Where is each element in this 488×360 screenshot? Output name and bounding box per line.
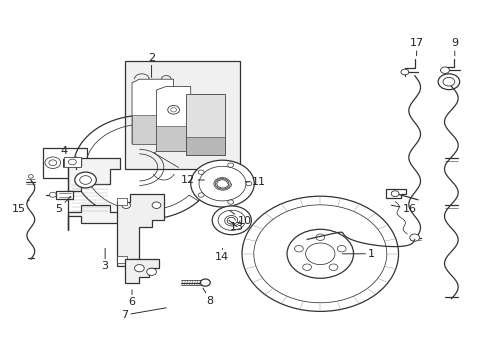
Text: 3: 3 <box>102 248 108 271</box>
Circle shape <box>328 264 337 270</box>
Circle shape <box>400 69 408 75</box>
Circle shape <box>167 105 179 114</box>
Circle shape <box>80 176 91 184</box>
Circle shape <box>49 192 56 197</box>
Text: 2: 2 <box>148 53 155 77</box>
Text: 10: 10 <box>229 211 251 226</box>
Text: 9: 9 <box>450 38 457 56</box>
Circle shape <box>227 163 233 167</box>
Text: 4: 4 <box>60 146 67 167</box>
Circle shape <box>198 193 203 197</box>
Circle shape <box>73 157 79 161</box>
Polygon shape <box>185 94 224 155</box>
Text: 6: 6 <box>128 290 135 307</box>
Text: 5: 5 <box>55 196 71 214</box>
Polygon shape <box>156 126 190 151</box>
Polygon shape <box>117 194 163 266</box>
Text: 12: 12 <box>181 175 204 185</box>
Circle shape <box>68 159 76 165</box>
Text: 7: 7 <box>121 308 166 320</box>
Text: 8: 8 <box>203 288 213 306</box>
Circle shape <box>440 67 448 73</box>
Circle shape <box>294 246 303 252</box>
Polygon shape <box>124 259 159 283</box>
Circle shape <box>45 157 61 168</box>
Circle shape <box>218 210 245 230</box>
Circle shape <box>122 202 130 208</box>
Polygon shape <box>117 198 127 205</box>
Bar <box>43 148 87 178</box>
Circle shape <box>242 196 398 311</box>
Circle shape <box>152 202 161 208</box>
Polygon shape <box>56 191 73 199</box>
Polygon shape <box>63 157 81 167</box>
Text: 15: 15 <box>12 200 29 214</box>
Circle shape <box>227 200 233 204</box>
Polygon shape <box>185 137 224 155</box>
Circle shape <box>442 77 454 86</box>
Circle shape <box>305 243 334 265</box>
Polygon shape <box>386 189 405 198</box>
Circle shape <box>198 170 203 174</box>
Circle shape <box>28 175 33 178</box>
Circle shape <box>302 264 311 270</box>
Circle shape <box>146 268 156 275</box>
Text: 14: 14 <box>214 248 228 262</box>
Circle shape <box>286 229 353 278</box>
Text: 16: 16 <box>390 204 416 214</box>
Circle shape <box>245 181 251 186</box>
Circle shape <box>315 234 324 240</box>
Circle shape <box>437 74 459 90</box>
Polygon shape <box>117 256 127 263</box>
Text: 1: 1 <box>342 249 374 259</box>
Text: 17: 17 <box>409 38 423 56</box>
Circle shape <box>134 265 144 272</box>
Polygon shape <box>68 158 120 191</box>
Circle shape <box>409 234 419 241</box>
Circle shape <box>200 279 210 286</box>
Circle shape <box>212 206 251 235</box>
Bar <box>124 61 239 169</box>
Circle shape <box>49 160 57 166</box>
Text: 11: 11 <box>245 177 265 187</box>
Circle shape <box>337 246 346 252</box>
Circle shape <box>390 191 398 197</box>
Circle shape <box>190 160 254 207</box>
Text: 13: 13 <box>228 220 244 232</box>
Polygon shape <box>132 79 173 144</box>
Circle shape <box>75 172 96 188</box>
Circle shape <box>170 108 176 112</box>
Polygon shape <box>132 115 173 144</box>
Circle shape <box>199 166 245 201</box>
Polygon shape <box>68 205 120 230</box>
Polygon shape <box>156 86 190 151</box>
